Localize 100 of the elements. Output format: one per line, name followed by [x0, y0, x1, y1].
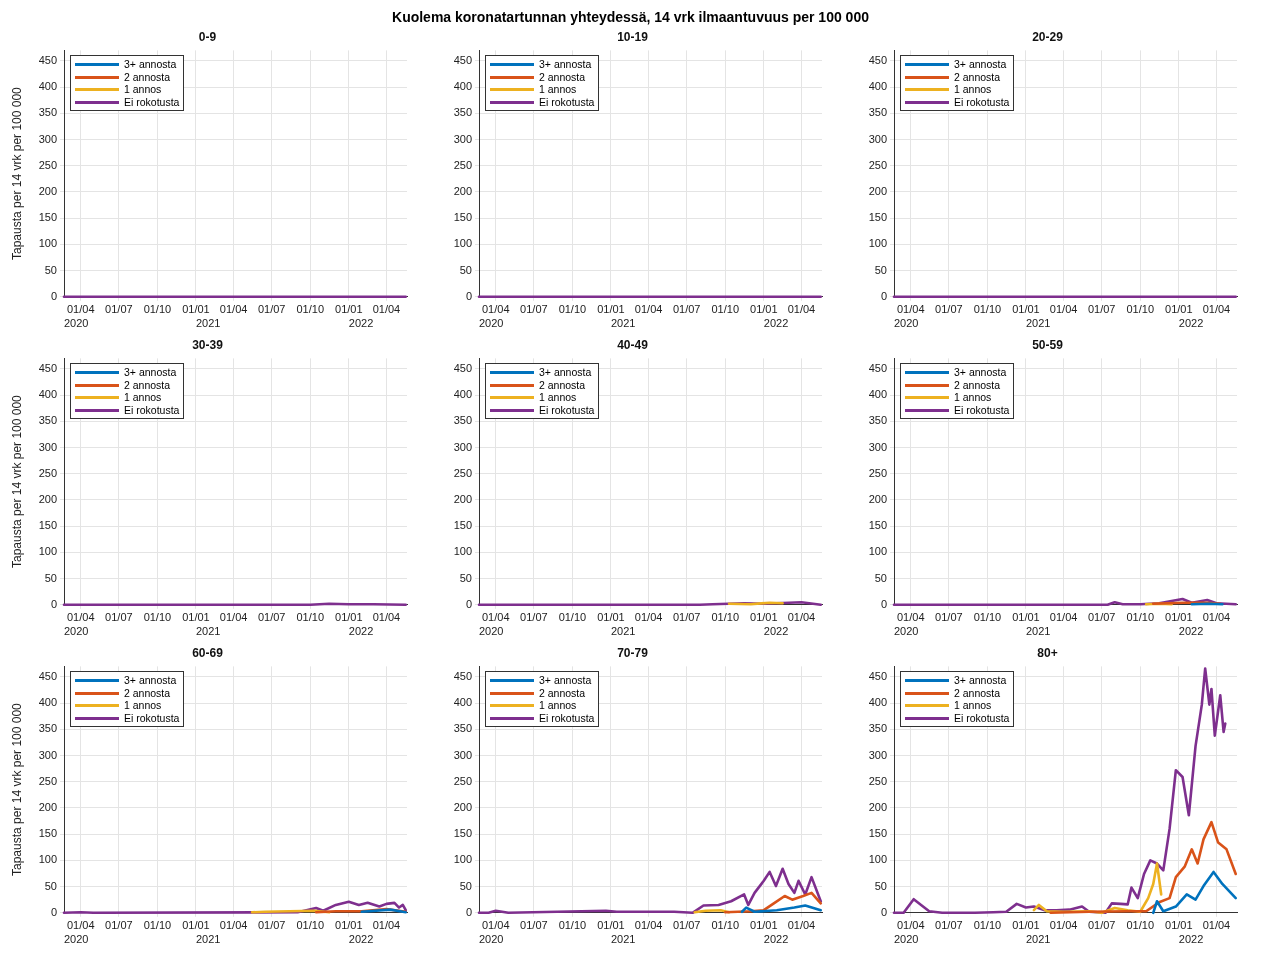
x-tick-label: 01/07 — [257, 611, 286, 624]
x-tick-label: 01/10 — [973, 303, 1002, 316]
x-tick-label: 01/07 — [672, 919, 701, 932]
y-tick-label: 150 — [453, 519, 472, 532]
legend-label: 3+ annosta — [124, 366, 177, 379]
y-axis-title: Tapausta per 14 vrk per 100 000 — [9, 702, 24, 876]
legend-label: Ei rokotusta — [124, 403, 180, 417]
text: 2022 — [348, 933, 374, 946]
y-tick-label: 300 — [453, 748, 472, 761]
x-tick-label: 01/10 — [143, 919, 172, 932]
legend-label: 3+ annosta — [539, 58, 592, 71]
text: 2021 — [195, 933, 221, 946]
x-tick-label: 01/01 — [597, 919, 625, 932]
y-tick-label: 350 — [453, 106, 472, 119]
y-tick-label: 50 — [874, 571, 887, 584]
x-tick-label: 01/07 — [672, 611, 701, 624]
y-tick-label: 450 — [38, 669, 57, 682]
y-tick-label: 100 — [868, 237, 887, 250]
text: 2020 — [64, 933, 89, 946]
x-tick-label: 01/04 — [372, 919, 401, 932]
y-tick-label: 300 — [38, 440, 57, 453]
x-tick-label: 01/07 — [105, 919, 133, 932]
legend-label: 2 annosta — [954, 378, 1001, 392]
x-tick-label: 01/01 — [597, 303, 625, 316]
y-tick-label: 0 — [465, 597, 472, 610]
text: 2021 — [610, 317, 636, 330]
chart-title: 30-39 — [192, 337, 224, 352]
chart-title: 50-59 — [1032, 337, 1064, 352]
y-tick-label: 50 — [874, 263, 887, 276]
x-tick-label: 01/01 — [182, 303, 210, 316]
x-tick-label: 01/01 — [750, 303, 778, 316]
legend-label: 3+ annosta — [124, 58, 177, 71]
x-tick-label: 01/01 — [335, 303, 363, 316]
chart-title: 10-19 — [617, 29, 649, 44]
y-tick-label: 50 — [44, 571, 57, 584]
text: 2022 — [763, 317, 789, 330]
x-tick-label: 01/01 — [750, 611, 778, 624]
x-tick-label: 01/04 — [896, 303, 925, 316]
legend-label: 1 annos — [539, 699, 577, 712]
text: 2020 — [894, 933, 919, 946]
x-tick-label: 01/04 — [634, 611, 663, 624]
y-tick-label: 300 — [868, 748, 887, 761]
y-tick-label: 0 — [880, 905, 887, 918]
y-tick-label: 100 — [38, 237, 57, 250]
x-tick-label: 01/10 — [973, 611, 1002, 624]
y-tick-label: 50 — [459, 263, 472, 276]
y-tick-label: 400 — [38, 696, 57, 709]
x-tick-label: 01/07 — [257, 919, 286, 932]
x-tick-label: 01/10 — [296, 919, 325, 932]
legend-label: 1 annos — [124, 83, 162, 96]
legend-label: 1 annos — [539, 83, 577, 96]
x-tick-label: 01/04 — [66, 919, 95, 932]
chart-title: 0-9 — [198, 29, 217, 44]
y-tick-label: 200 — [453, 492, 472, 505]
x-tick-label: 01/07 — [672, 303, 701, 316]
chart-title: 20-29 — [1032, 29, 1064, 44]
y-tick-label: 400 — [453, 80, 472, 93]
y-tick-label: 200 — [38, 800, 57, 813]
x-tick-label: 01/10 — [296, 303, 325, 316]
y-tick-label: 0 — [50, 905, 57, 918]
x-tick-label: 01/07 — [935, 303, 963, 316]
y-tick-label: 50 — [44, 263, 57, 276]
y-tick-label: 350 — [38, 722, 57, 735]
x-tick-label: 01/10 — [1126, 611, 1155, 624]
x-tick-label: 01/10 — [1126, 303, 1155, 316]
x-tick-label: 01/04 — [1049, 611, 1078, 624]
x-tick-label: 01/07 — [105, 611, 133, 624]
y-axis-title: Tapausta per 14 vrk per 100 000 — [9, 86, 24, 260]
y-tick-label: 0 — [465, 905, 472, 918]
x-tick-label: 01/01 — [750, 919, 778, 932]
y-tick-label: 150 — [38, 211, 57, 224]
y-axis-title: Tapausta per 14 vrk per 100 000 — [9, 394, 24, 568]
y-tick-label: 50 — [44, 879, 57, 892]
y-tick-label: 50 — [459, 879, 472, 892]
x-tick-label: 01/04 — [219, 919, 248, 932]
y-tick-label: 100 — [453, 545, 472, 558]
x-tick-label: 01/10 — [558, 611, 587, 624]
text: 2021 — [195, 317, 221, 330]
y-tick-label: 150 — [868, 519, 887, 532]
y-tick-label: 350 — [453, 722, 472, 735]
y-tick-label: 250 — [453, 466, 472, 479]
y-tick-label: 350 — [38, 414, 57, 427]
x-tick-label: 01/07 — [520, 611, 548, 624]
x-tick-label: 01/01 — [1165, 611, 1193, 624]
y-tick-label: 450 — [453, 361, 472, 374]
y-tick-label: 300 — [453, 440, 472, 453]
x-tick-label: 01/10 — [973, 919, 1002, 932]
y-tick-label: 0 — [465, 289, 472, 302]
y-tick-label: 350 — [453, 414, 472, 427]
x-tick-label: 01/04 — [372, 303, 401, 316]
x-tick-label: 01/01 — [597, 611, 625, 624]
text: 2020 — [64, 317, 89, 330]
x-tick-label: 01/01 — [335, 611, 363, 624]
y-tick-label: 150 — [38, 519, 57, 532]
x-tick-label: 01/04 — [634, 919, 663, 932]
y-tick-label: 250 — [453, 158, 472, 171]
x-tick-label: 01/07 — [257, 303, 286, 316]
y-tick-label: 200 — [38, 492, 57, 505]
text: 2021 — [1025, 317, 1051, 330]
y-tick-label: 450 — [453, 669, 472, 682]
